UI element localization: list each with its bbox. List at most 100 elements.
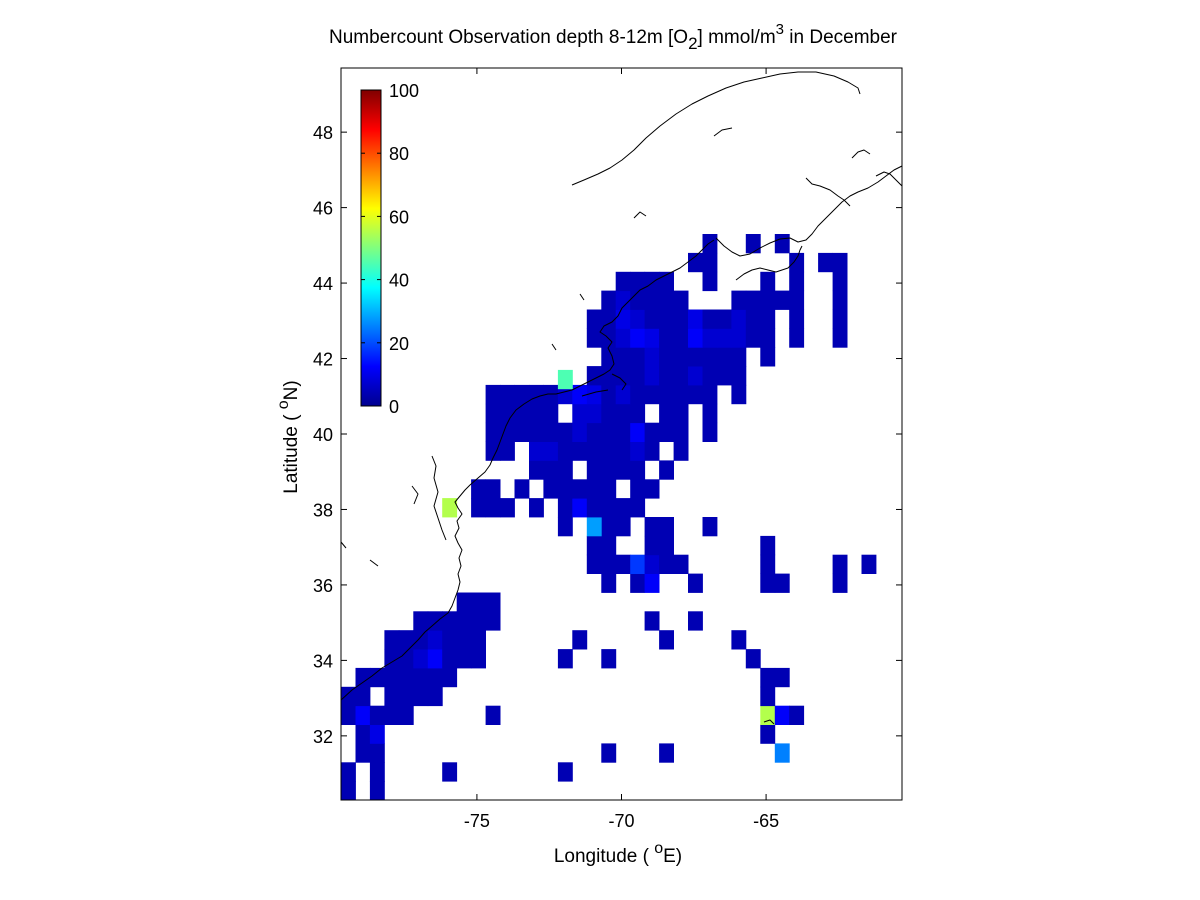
data-cell <box>427 667 443 688</box>
data-cell <box>471 498 486 518</box>
data-cell <box>832 328 848 348</box>
data-cell <box>471 611 486 631</box>
data-cell <box>760 347 776 367</box>
data-cell <box>644 366 660 386</box>
data-cell <box>572 630 588 650</box>
data-cell <box>688 573 703 593</box>
data-cell <box>673 309 689 329</box>
data-cell <box>456 592 472 612</box>
data-cell <box>861 554 877 574</box>
data-cell <box>601 479 617 499</box>
data-cell <box>688 328 703 348</box>
data-cell <box>702 403 718 424</box>
data-cell <box>774 667 790 688</box>
data-cell <box>673 554 689 574</box>
data-cell <box>615 290 631 310</box>
data-cell <box>615 366 631 386</box>
data-cell <box>688 347 703 367</box>
y-tick-label: 32 <box>313 727 333 747</box>
data-cell <box>702 384 718 405</box>
data-cell <box>659 309 674 329</box>
data-cell <box>427 686 443 707</box>
data-cell <box>543 403 559 424</box>
data-cell <box>586 441 602 461</box>
data-cell <box>485 611 501 631</box>
data-cell <box>471 479 486 499</box>
data-cell <box>384 686 400 707</box>
y-tick-label: 46 <box>313 199 333 219</box>
data-cell <box>716 309 732 329</box>
data-cell <box>832 309 848 329</box>
data-cell <box>500 403 515 424</box>
data-cell <box>731 630 747 650</box>
y-tick-label: 44 <box>313 274 333 294</box>
data-cell <box>601 498 617 518</box>
x-tick-label: -65 <box>753 811 779 831</box>
y-tick-label: 48 <box>313 123 333 143</box>
data-cell <box>485 705 501 725</box>
data-cell <box>630 384 646 405</box>
data-cell <box>471 630 486 650</box>
data-cell <box>369 762 385 782</box>
data-cell <box>471 649 486 669</box>
data-cell <box>601 460 617 480</box>
data-cell <box>760 290 776 310</box>
data-cell <box>630 554 646 574</box>
data-cell <box>615 309 631 329</box>
data-cell <box>442 611 458 631</box>
data-cell <box>615 498 631 518</box>
title-main: Numbercount Observation depth 8-12m [O <box>329 27 688 48</box>
y-axis-label-post: N) <box>281 380 302 400</box>
data-cell <box>745 649 761 669</box>
data-cell <box>688 366 703 386</box>
data-cell <box>557 762 573 782</box>
data-cell <box>557 422 573 442</box>
data-cell <box>630 441 646 461</box>
data-cell <box>384 705 400 725</box>
y-axis-ticks: 32 34 36 38 40 42 44 46 48 <box>313 123 902 747</box>
data-cell <box>716 328 732 348</box>
data-cell <box>557 460 573 480</box>
data-cell <box>413 630 429 650</box>
data-cell <box>586 498 602 518</box>
data-cell <box>644 271 660 292</box>
data-cell <box>630 422 646 442</box>
data-cell <box>630 403 646 424</box>
data-cell <box>760 535 776 556</box>
data-cell <box>644 422 660 442</box>
data-cell <box>630 309 646 329</box>
data-cell <box>384 649 400 669</box>
data-cell <box>384 630 400 650</box>
data-cell <box>745 309 761 329</box>
data-cell <box>413 686 429 707</box>
data-cell <box>557 384 573 405</box>
y-axis-label: Latitude ( oN) <box>275 380 302 493</box>
data-cell <box>601 384 617 405</box>
data-cell <box>659 347 674 367</box>
data-cell <box>760 705 776 725</box>
data-cell <box>413 667 429 688</box>
data-cell <box>601 535 617 556</box>
data-cell <box>586 479 602 499</box>
data-cell <box>789 705 805 725</box>
data-cell <box>529 384 544 405</box>
data-cell <box>529 441 544 461</box>
x-tick-label: -75 <box>464 811 490 831</box>
y-tick-label: 34 <box>313 651 333 671</box>
data-cell <box>702 422 718 442</box>
data-cell <box>572 422 588 442</box>
title-units: ] mmol/m <box>698 27 776 48</box>
data-cell <box>644 347 660 367</box>
data-cell <box>398 705 414 725</box>
data-cell <box>500 498 515 518</box>
data-cell <box>485 403 501 424</box>
data-cell <box>485 384 501 405</box>
data-cell <box>615 441 631 461</box>
data-cell <box>774 234 790 254</box>
x-tick-label: -70 <box>608 811 634 831</box>
data-cell <box>369 781 385 801</box>
x-axis-label: Longitude ( oE) <box>554 840 682 867</box>
data-cell <box>341 781 356 801</box>
data-cell <box>760 686 776 707</box>
data-cell <box>557 517 573 537</box>
